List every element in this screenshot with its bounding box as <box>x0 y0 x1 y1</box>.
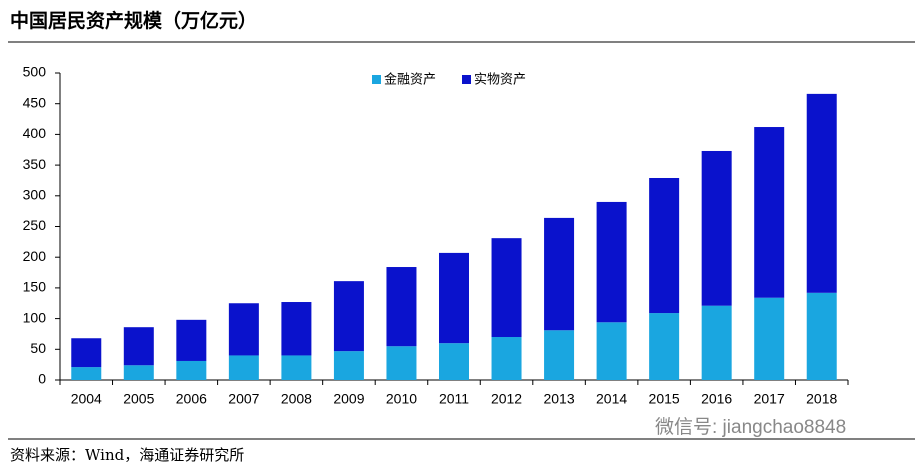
x-tick-label: 2017 <box>754 391 785 407</box>
bar <box>596 322 627 380</box>
x-tick-label: 2008 <box>281 391 312 407</box>
bar <box>806 93 837 293</box>
x-tick-label: 2009 <box>333 391 364 407</box>
y-tick-label: 0 <box>38 371 46 387</box>
y-tick-label: 150 <box>23 279 47 295</box>
bar <box>754 127 785 298</box>
bar <box>281 355 312 380</box>
bar <box>544 330 575 380</box>
bar <box>281 302 312 356</box>
y-tick-label: 200 <box>23 248 47 264</box>
bar <box>228 355 259 380</box>
bar <box>439 343 469 380</box>
bar <box>649 313 680 380</box>
source: 资料来源：Wind，海通证券研究所 <box>10 446 244 464</box>
x-tick-label: 2013 <box>543 391 574 407</box>
legend-swatch <box>462 75 471 84</box>
x-tick-label: 2006 <box>176 391 207 407</box>
y-tick-label: 300 <box>23 187 47 203</box>
bar <box>123 365 154 380</box>
x-tick-label: 2011 <box>439 391 469 407</box>
y-tick-label: 100 <box>23 309 47 325</box>
bar <box>544 217 575 331</box>
watermark: 微信号: jiangchao8848 <box>655 416 846 438</box>
y-tick-label: 400 <box>23 125 47 141</box>
y-tick-label: 350 <box>23 156 47 172</box>
bar <box>71 338 102 368</box>
bar <box>701 150 732 306</box>
chart-title: 中国居民资产规模（万亿元） <box>10 9 257 32</box>
x-tick-label: 2015 <box>649 391 680 407</box>
bar <box>176 360 207 380</box>
legend-label: 实物资产 <box>474 73 526 88</box>
bar <box>754 297 785 380</box>
x-tick-label: 2005 <box>123 391 154 407</box>
x-tick-label: 2012 <box>491 391 522 407</box>
x-tick-label: 2016 <box>701 391 732 407</box>
legend-label: 金融资产 <box>384 72 436 88</box>
bar <box>333 351 364 380</box>
bar <box>386 267 417 347</box>
x-tick-label: 2007 <box>228 391 259 407</box>
bar <box>333 281 364 352</box>
bar <box>806 292 837 380</box>
y-tick-label: 250 <box>23 217 47 233</box>
bar <box>228 303 259 356</box>
bar <box>439 252 469 344</box>
bar <box>701 305 732 380</box>
bar <box>649 177 680 314</box>
bar <box>176 319 207 361</box>
y-tick-label: 500 <box>23 64 47 80</box>
y-tick-label: 50 <box>30 340 46 356</box>
x-tick-label: 2014 <box>596 391 627 407</box>
bar <box>123 327 154 366</box>
x-tick-label: 2010 <box>386 391 417 407</box>
legend-swatch <box>372 75 381 84</box>
y-tick-label: 450 <box>23 94 47 110</box>
bar <box>596 201 627 323</box>
bar <box>491 337 522 380</box>
x-tick-label: 2004 <box>71 391 102 407</box>
x-tick-label: 2018 <box>806 391 837 407</box>
bar <box>386 346 417 380</box>
bar <box>71 367 102 380</box>
bar <box>491 238 522 338</box>
